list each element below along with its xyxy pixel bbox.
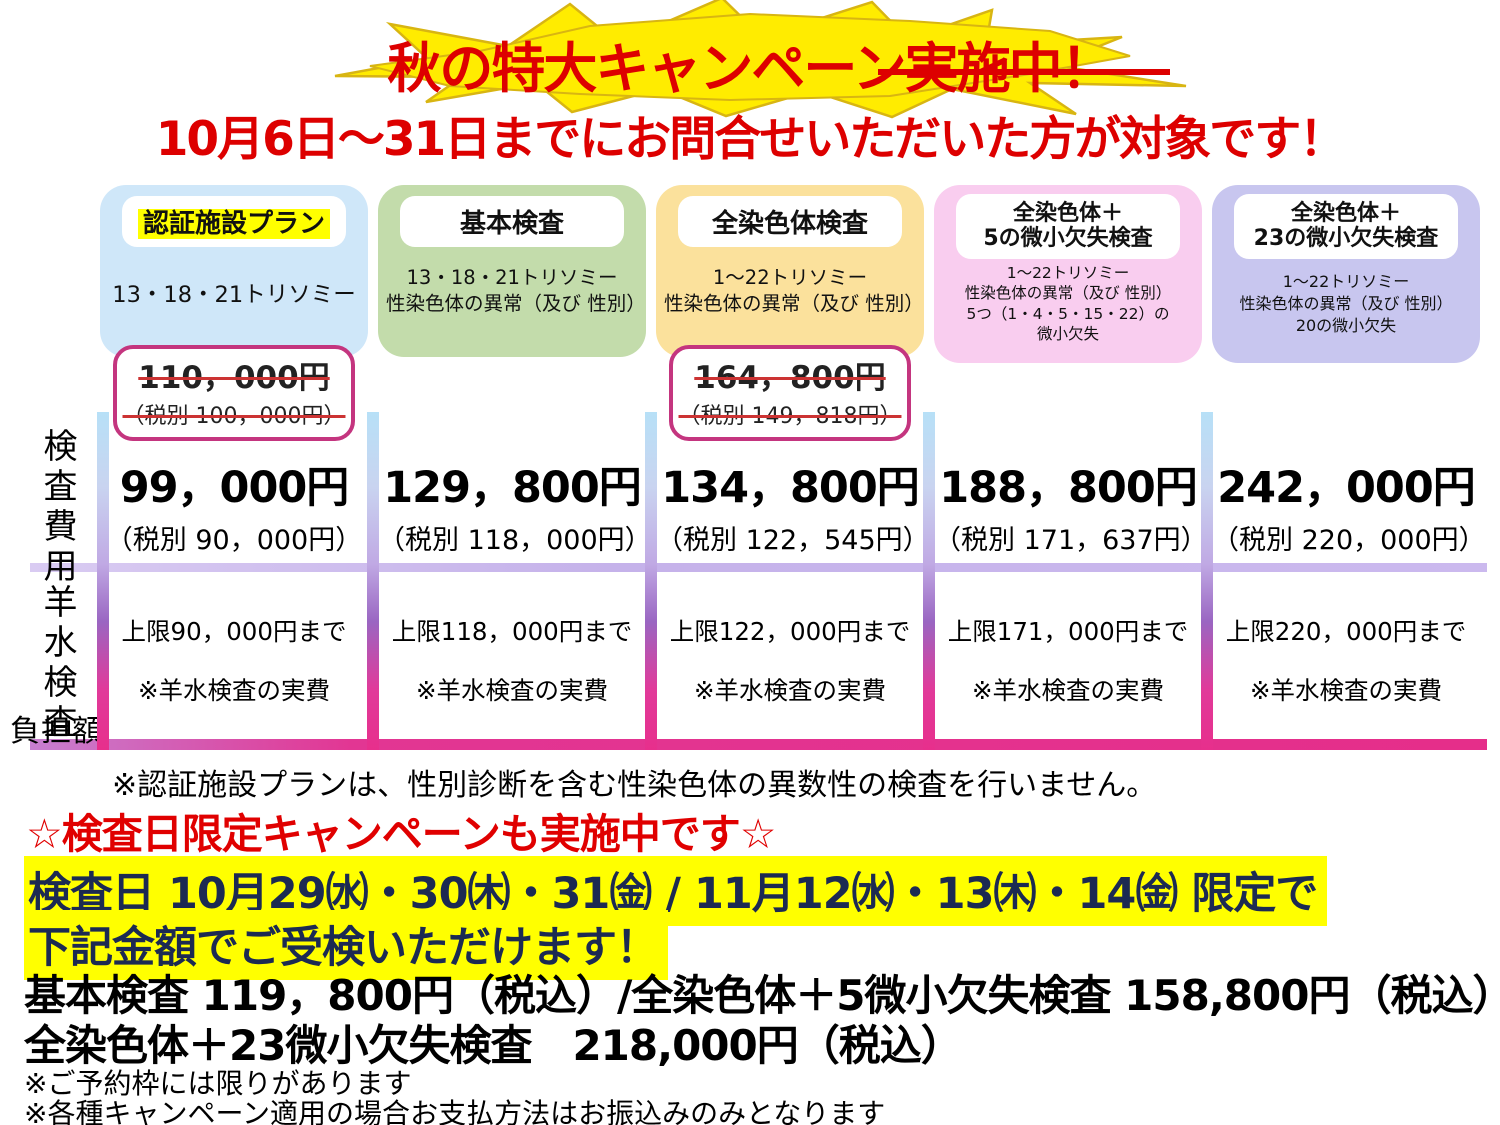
plan-column-certified: 認証施設プラン 13・18・21トリソミー 110，000円 （税別 100，0…	[100, 185, 368, 705]
price-block: 129，800円 （税別 118，000円）	[378, 453, 652, 557]
campaign-price-line-2: 全染色体＋23微小欠失検査 218,000円（税込）	[24, 1021, 963, 1070]
plan-title: 認証施設プラン	[137, 209, 330, 239]
plan-column-plus-23-microdeletion: 全染色体＋ 23の微小欠失検査 1～22トリソミー 性染色体の異常（及び 性別）…	[1212, 185, 1486, 705]
row-label-amnio-test: 羊水検査	[37, 584, 77, 744]
plan-title: 全染色体＋ 23の微小欠失検査	[1253, 201, 1439, 252]
plan-price: 188，800円	[939, 463, 1198, 513]
plan-card: 認証施設プラン 13・18・21トリソミー	[100, 185, 368, 357]
plan-column-plus-5-microdeletion: 全染色体＋ 5の微小欠失検査 1～22トリソミー 性染色体の異常（及び 性別） …	[934, 185, 1208, 705]
old-price: 164，800円	[694, 360, 886, 396]
plan-title: 全染色体検査	[711, 209, 868, 239]
amnio-block: 上限118，000円まで ※羊水検査の実費	[378, 613, 646, 707]
amnio-note: ※羊水検査の実費	[415, 676, 609, 705]
plan-title-pill: 認証施設プラン	[121, 196, 347, 247]
plan-card: 基本検査 13・18・21トリソミー 性染色体の異常（及び 性別）	[378, 185, 646, 357]
plan-column-basic: 基本検査 13・18・21トリソミー 性染色体の異常（及び 性別） 129，80…	[378, 185, 652, 705]
plan-title: 基本検査	[459, 209, 564, 239]
plan-title-pill: 全染色体＋ 23の微小欠失検査	[1233, 194, 1459, 259]
table-divider-vertical	[645, 412, 657, 750]
amnio-limit: 上限90，000円まで	[121, 617, 347, 646]
plan-card: 全染色体検査 1～22トリソミー 性染色体の異常（及び 性別）	[656, 185, 924, 357]
page-title: 秋の特大キャンペーン実施中！	[387, 37, 1114, 100]
price-block: 188，800円 （税別 171，637円）	[934, 453, 1208, 557]
plan-price: 134，800円	[661, 463, 920, 513]
plan-title-pill: 全染色体検査	[677, 196, 903, 247]
amnio-block: 上限171，000円まで ※羊水検査の実費	[934, 613, 1202, 707]
table-divider-vertical	[97, 412, 109, 750]
campaign-heading: ☆検査日限定キャンペーンも実施中です☆	[26, 810, 776, 858]
amnio-block: 上限122，000円まで ※羊水検査の実費	[656, 613, 924, 707]
plan-price-tax: （税別 122，545円）	[656, 525, 930, 556]
plan-card: 全染色体＋ 23の微小欠失検査 1～22トリソミー 性染色体の異常（及び 性別）…	[1212, 185, 1480, 363]
price-block: 242，000円 （税別 220，000円）	[1212, 453, 1486, 557]
plan-price: 129，800円	[383, 463, 642, 513]
amnio-note: ※羊水検査の実費	[693, 676, 887, 705]
page-subtitle: 10月6日～31日までにお問合せいただいた方が対象です！	[155, 112, 1347, 167]
table-divider-bottom	[30, 739, 1487, 750]
amnio-limit: 上限122，000円まで	[669, 617, 911, 646]
old-price-box: 110，000円 （税別 100，000円）	[113, 345, 355, 441]
plan-price-tax: （税別 171，637円）	[934, 525, 1208, 556]
row-label-exam-fee: 検査費用	[37, 428, 77, 588]
campaign-offer-line: 下記金額でご受検いただけます！	[24, 910, 668, 980]
plan-description: 13・18・21トリソミー	[112, 282, 356, 308]
plan-price-tax: （税別 118，000円）	[378, 525, 652, 556]
amnio-limit: 上限171，000円まで	[947, 617, 1189, 646]
amnio-note: ※羊水検査の実費	[971, 676, 1165, 705]
row-label-amnio-burden: 負担額	[10, 714, 103, 749]
table-footnote: ※認証施設プランは、性別診断を含む性染色体の異数性の検査を行いません。	[112, 768, 1157, 803]
plan-price: 99，000円	[119, 463, 350, 513]
plan-title-pill: 基本検査	[399, 196, 625, 247]
plan-title: 全染色体＋ 5の微小欠失検査	[983, 201, 1153, 252]
amnio-block: 上限90，000円まで ※羊水検査の実費	[100, 613, 368, 707]
plan-column-all-chromosome: 全染色体検査 1～22トリソミー 性染色体の異常（及び 性別） 164，800円…	[656, 185, 930, 705]
plan-title-pill: 全染色体＋ 5の微小欠失検査	[955, 194, 1181, 259]
amnio-note: ※羊水検査の実費	[137, 676, 331, 705]
plan-price: 242，000円	[1217, 463, 1476, 513]
plan-price-tax: （税別 220，000円）	[1212, 525, 1486, 556]
plan-description: 1～22トリソミー 性染色体の異常（及び 性別） 20の微小欠失	[1239, 271, 1453, 336]
old-price-tax: （税別 100，000円）	[122, 404, 346, 429]
amnio-limit: 上限220，000円まで	[1225, 617, 1467, 646]
old-price-box: 164，800円 （税別 149，818円）	[669, 345, 911, 441]
table-divider-vertical	[367, 412, 379, 750]
campaign-price-line-1: 基本検査 119，800円（税込）/全染色体＋5微小欠失検査 158,800円（…	[24, 971, 1500, 1020]
amnio-note: ※羊水検査の実費	[1249, 676, 1443, 705]
table-divider-vertical	[923, 412, 935, 750]
table-divider-row	[30, 563, 1487, 572]
campaign-note-2: ※各種キャンペーン適用の場合お支払方法はお振込みのみとなります	[24, 1097, 886, 1125]
plan-description: 13・18・21トリソミー 性染色体の異常（及び 性別）	[386, 266, 646, 316]
amnio-block: 上限220，000円まで ※羊水検査の実費	[1212, 613, 1480, 707]
price-block: 99，000円 （税別 90，000円）	[100, 453, 368, 557]
old-price-tax: （税別 149，818円）	[678, 404, 902, 429]
red-underline-decoration	[878, 69, 1170, 75]
price-block: 134，800円 （税別 122，545円）	[656, 453, 930, 557]
old-price: 110，000円	[138, 360, 330, 396]
plan-price-tax: （税別 90，000円）	[105, 525, 363, 556]
plan-description: 1～22トリソミー 性染色体の異常（及び 性別）	[664, 266, 924, 316]
amnio-limit: 上限118，000円まで	[391, 617, 633, 646]
plan-card: 全染色体＋ 5の微小欠失検査 1～22トリソミー 性染色体の異常（及び 性別） …	[934, 185, 1202, 363]
table-divider-vertical	[1201, 412, 1213, 750]
campaign-note-1: ※ご予約枠には限りがあります	[24, 1067, 412, 1100]
campaign-offer-highlight: 下記金額でご受検いただけます！	[24, 910, 668, 980]
plan-description: 1～22トリソミー 性染色体の異常（及び 性別） 5つ（1・4・5・15・22）…	[964, 263, 1172, 343]
starburst-icon	[334, 0, 1187, 119]
